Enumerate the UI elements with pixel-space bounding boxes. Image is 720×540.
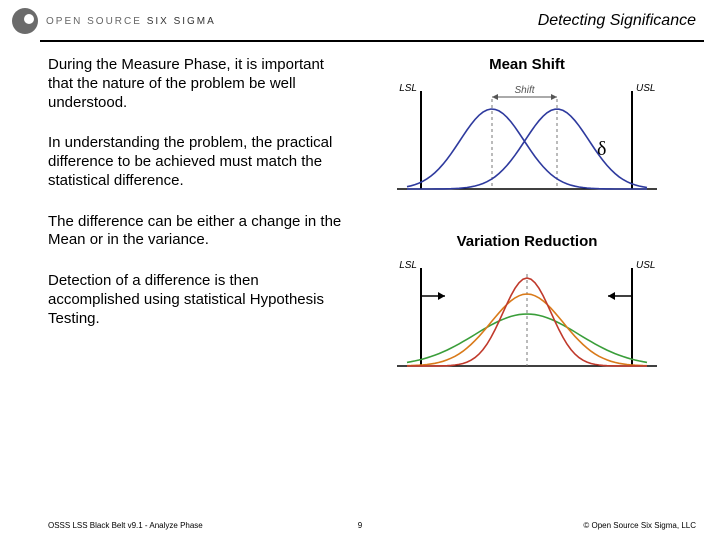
variation-reduction-title: Variation Reduction — [457, 233, 598, 250]
logo-text-light: OPEN SOURCE — [46, 16, 142, 27]
footer-right: © Open Source Six Sigma, LLC — [583, 521, 696, 530]
svg-text:δ: δ — [597, 138, 606, 160]
logo: OPEN SOURCE SIX SIGMA — [12, 8, 216, 34]
footer-page: 9 — [358, 521, 362, 530]
body-text: During the Measure Phase, it is importan… — [48, 56, 348, 386]
svg-text:Shift: Shift — [514, 85, 535, 96]
slide-title: Detecting Significance — [538, 12, 696, 30]
mean-shift-title: Mean Shift — [489, 56, 565, 73]
logo-icon — [12, 8, 38, 34]
mean-shift-diagram: LSL USL Shift δ — [387, 79, 667, 209]
paragraph-3: The difference can be either a change in… — [48, 213, 348, 251]
paragraph-4: Detection of a difference is then accomp… — [48, 272, 348, 328]
variation-reduction-diagram: LSL USL — [387, 256, 667, 386]
paragraph-1: During the Measure Phase, it is importan… — [48, 56, 348, 112]
svg-text:LSL: LSL — [399, 260, 417, 271]
svg-text:USL: USL — [636, 83, 655, 94]
footer-left: OSSS LSS Black Belt v9.1 - Analyze Phase — [48, 521, 203, 530]
logo-text-bold: SIX SIGMA — [147, 16, 216, 27]
paragraph-2: In understanding the problem, the practi… — [48, 134, 348, 190]
svg-text:USL: USL — [636, 260, 655, 271]
logo-text: OPEN SOURCE SIX SIGMA — [46, 16, 216, 27]
svg-text:LSL: LSL — [399, 83, 417, 94]
